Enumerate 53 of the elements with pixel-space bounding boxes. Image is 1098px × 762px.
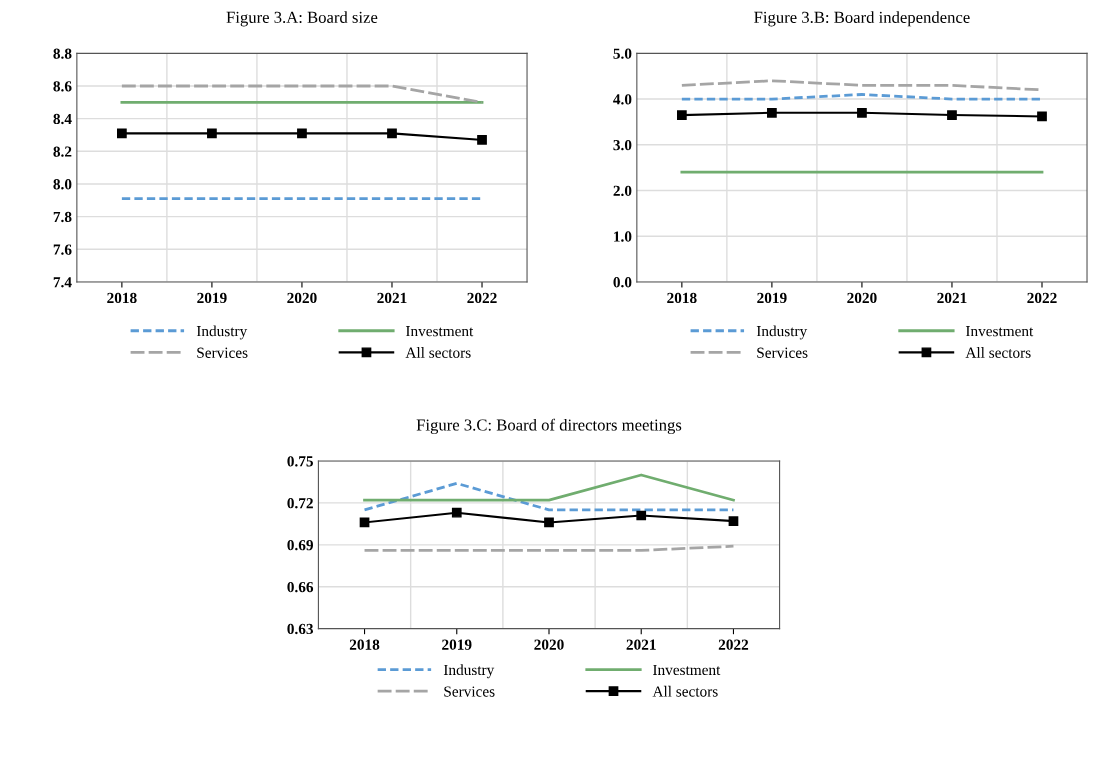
y-tick-label: 0.69 [287, 539, 314, 551]
legend-label: All sectors [652, 685, 718, 697]
legend-label: All sectors [405, 347, 471, 358]
y-tick-label: 7.4 [53, 277, 72, 288]
y-tick-label: 3.0 [613, 139, 632, 151]
point [451, 507, 462, 518]
y-tick-label: 8.2 [53, 146, 72, 157]
legend-label: Industry [443, 664, 495, 679]
point [636, 510, 647, 521]
legend-label: Industry [196, 325, 248, 340]
x-tick-label: 2019 [442, 639, 472, 650]
x-tick-label: 2020 [534, 639, 564, 650]
legend-label: Investment [405, 326, 474, 337]
legend-label: Services [444, 686, 495, 697]
x-tick-label: 2019 [197, 292, 227, 304]
x-tick-label: 2022 [718, 639, 749, 650]
y-tick-label: 7.8 [53, 211, 72, 223]
point [728, 516, 739, 526]
x-tick-label: 2018 [107, 292, 137, 304]
y-tick-label: 0.75 [287, 456, 313, 467]
y-tick-label: 0.0 [613, 277, 632, 288]
y-tick-label: 8.6 [53, 81, 72, 92]
legend-label: All sectors [965, 347, 1031, 358]
point [544, 517, 554, 528]
y-tick-label: 8.0 [53, 179, 72, 190]
legend-label: Investment [653, 664, 721, 676]
y-tick-label: 4.0 [613, 94, 632, 105]
y-tick-label: 2.0 [613, 185, 632, 197]
x-tick-label: 2022 [1027, 292, 1057, 304]
y-tick-label: 1.0 [614, 231, 632, 242]
chart-title: Figure 3.A: Board size [226, 11, 378, 27]
y-tick-label: 0.66 [287, 581, 314, 593]
x-tick-label: 2018 [349, 639, 380, 650]
legend-label: Services [757, 347, 808, 358]
x-tick-label: 2022 [467, 292, 497, 304]
chart-title: Figure 3.B: Board independence [754, 11, 970, 27]
y-tick-label: 7.6 [53, 244, 72, 255]
x-tick-label: 2018 [667, 292, 697, 304]
x-tick-label: 2021 [937, 292, 967, 304]
legend-label: Services [197, 347, 248, 358]
x-tick-label: 2019 [757, 292, 787, 304]
legend-label: Industry [756, 325, 808, 340]
x-tick-label: 2020 [287, 292, 317, 304]
legend-label: Investment [965, 326, 1034, 337]
x-tick-label: 2021 [626, 639, 656, 650]
y-tick-label: 8.4 [53, 113, 72, 125]
x-tick-label: 2020 [847, 292, 877, 304]
x-tick-label: 2021 [377, 292, 407, 304]
y-tick-label: 0.63 [287, 623, 314, 635]
y-tick-label: 8.8 [53, 48, 72, 59]
y-tick-label: 5.0 [613, 48, 632, 59]
y-tick-label: 0.72 [287, 498, 313, 509]
chart-title: Figure 3.C: Board of directors meetings [416, 418, 682, 435]
